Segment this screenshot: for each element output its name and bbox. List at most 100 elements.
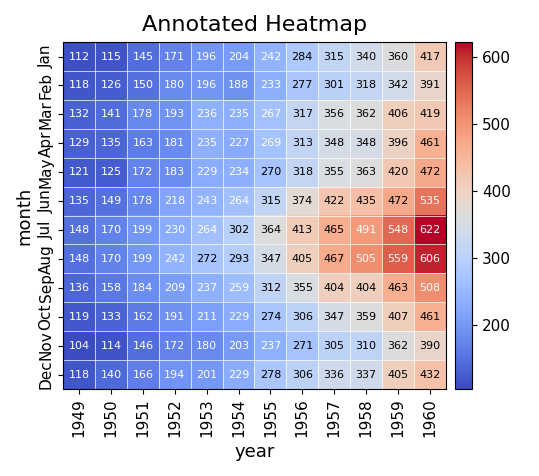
Text: 162: 162 xyxy=(133,312,154,322)
Text: 133: 133 xyxy=(101,312,122,322)
Text: 180: 180 xyxy=(196,341,217,351)
Text: 406: 406 xyxy=(388,109,409,119)
Text: 461: 461 xyxy=(419,312,440,322)
Text: 313: 313 xyxy=(292,139,313,149)
Text: 535: 535 xyxy=(419,196,440,206)
Text: 148: 148 xyxy=(68,254,90,264)
Text: 170: 170 xyxy=(100,225,122,235)
Text: 104: 104 xyxy=(68,341,90,351)
Text: 115: 115 xyxy=(101,51,122,61)
Text: 193: 193 xyxy=(164,109,185,119)
Text: 145: 145 xyxy=(133,51,154,61)
Text: 413: 413 xyxy=(292,225,313,235)
Text: 229: 229 xyxy=(196,167,217,177)
Text: 405: 405 xyxy=(292,254,313,264)
Text: 405: 405 xyxy=(388,369,409,379)
Text: 467: 467 xyxy=(323,254,345,264)
Text: 118: 118 xyxy=(68,80,90,90)
Text: 180: 180 xyxy=(164,80,185,90)
Text: 491: 491 xyxy=(355,225,377,235)
Text: 348: 348 xyxy=(323,139,345,149)
Text: 218: 218 xyxy=(164,196,185,206)
Text: 363: 363 xyxy=(356,167,377,177)
Text: 472: 472 xyxy=(387,196,409,206)
Text: 172: 172 xyxy=(132,167,154,177)
Text: 199: 199 xyxy=(132,254,154,264)
Text: 178: 178 xyxy=(132,109,154,119)
Text: 315: 315 xyxy=(323,51,344,61)
Text: 336: 336 xyxy=(323,369,344,379)
Text: 229: 229 xyxy=(228,369,249,379)
Text: 203: 203 xyxy=(228,341,249,351)
Text: 396: 396 xyxy=(388,139,409,149)
Text: 227: 227 xyxy=(228,139,249,149)
Text: 277: 277 xyxy=(292,80,313,90)
Text: 407: 407 xyxy=(387,312,409,322)
Text: 404: 404 xyxy=(355,283,377,293)
Text: 362: 362 xyxy=(388,341,409,351)
Text: 362: 362 xyxy=(355,109,377,119)
Text: 119: 119 xyxy=(68,312,90,322)
Text: 235: 235 xyxy=(196,139,217,149)
Text: 419: 419 xyxy=(419,109,440,119)
Text: 318: 318 xyxy=(355,80,377,90)
Text: 559: 559 xyxy=(388,254,409,264)
Text: 348: 348 xyxy=(355,139,377,149)
Title: Annotated Heatmap: Annotated Heatmap xyxy=(142,15,367,35)
Text: 234: 234 xyxy=(228,167,249,177)
Text: 355: 355 xyxy=(323,167,344,177)
Text: 237: 237 xyxy=(196,283,217,293)
Text: 301: 301 xyxy=(323,80,344,90)
Text: 141: 141 xyxy=(100,109,122,119)
Text: 315: 315 xyxy=(260,196,281,206)
Text: 391: 391 xyxy=(419,80,440,90)
Text: 606: 606 xyxy=(419,254,440,264)
Text: 508: 508 xyxy=(419,283,440,293)
Text: 356: 356 xyxy=(323,109,344,119)
Text: 242: 242 xyxy=(260,51,281,61)
Text: 472: 472 xyxy=(419,167,440,177)
Text: 264: 264 xyxy=(228,196,249,206)
Y-axis label: month: month xyxy=(15,187,33,245)
Text: 140: 140 xyxy=(100,369,122,379)
Text: 420: 420 xyxy=(387,167,409,177)
Text: 622: 622 xyxy=(419,225,440,235)
Text: 121: 121 xyxy=(68,167,90,177)
Text: 183: 183 xyxy=(164,167,185,177)
Text: 404: 404 xyxy=(323,283,345,293)
Text: 163: 163 xyxy=(133,139,154,149)
Text: 417: 417 xyxy=(419,51,440,61)
Text: 347: 347 xyxy=(323,312,345,322)
Text: 135: 135 xyxy=(101,139,122,149)
Text: 302: 302 xyxy=(228,225,249,235)
Text: 204: 204 xyxy=(228,51,249,61)
Text: 149: 149 xyxy=(100,196,122,206)
Text: 166: 166 xyxy=(133,369,154,379)
Text: 278: 278 xyxy=(260,369,281,379)
Text: 211: 211 xyxy=(196,312,217,322)
Text: 158: 158 xyxy=(100,283,122,293)
Text: 112: 112 xyxy=(68,51,90,61)
Text: 269: 269 xyxy=(260,139,281,149)
Text: 337: 337 xyxy=(355,369,377,379)
Text: 505: 505 xyxy=(356,254,377,264)
Text: 310: 310 xyxy=(356,341,377,351)
Text: 306: 306 xyxy=(292,369,313,379)
Text: 293: 293 xyxy=(228,254,249,264)
Text: 347: 347 xyxy=(260,254,281,264)
Text: 342: 342 xyxy=(387,80,409,90)
Text: 435: 435 xyxy=(355,196,377,206)
Text: 172: 172 xyxy=(164,341,185,351)
Text: 548: 548 xyxy=(387,225,409,235)
Text: 242: 242 xyxy=(164,254,185,264)
Text: 465: 465 xyxy=(323,225,345,235)
Text: 317: 317 xyxy=(292,109,313,119)
Text: 171: 171 xyxy=(164,51,185,61)
Text: 194: 194 xyxy=(164,369,185,379)
Text: 306: 306 xyxy=(292,312,313,322)
Text: 318: 318 xyxy=(292,167,313,177)
Text: 201: 201 xyxy=(196,369,217,379)
Text: 305: 305 xyxy=(323,341,344,351)
Text: 136: 136 xyxy=(68,283,89,293)
Text: 148: 148 xyxy=(68,225,90,235)
